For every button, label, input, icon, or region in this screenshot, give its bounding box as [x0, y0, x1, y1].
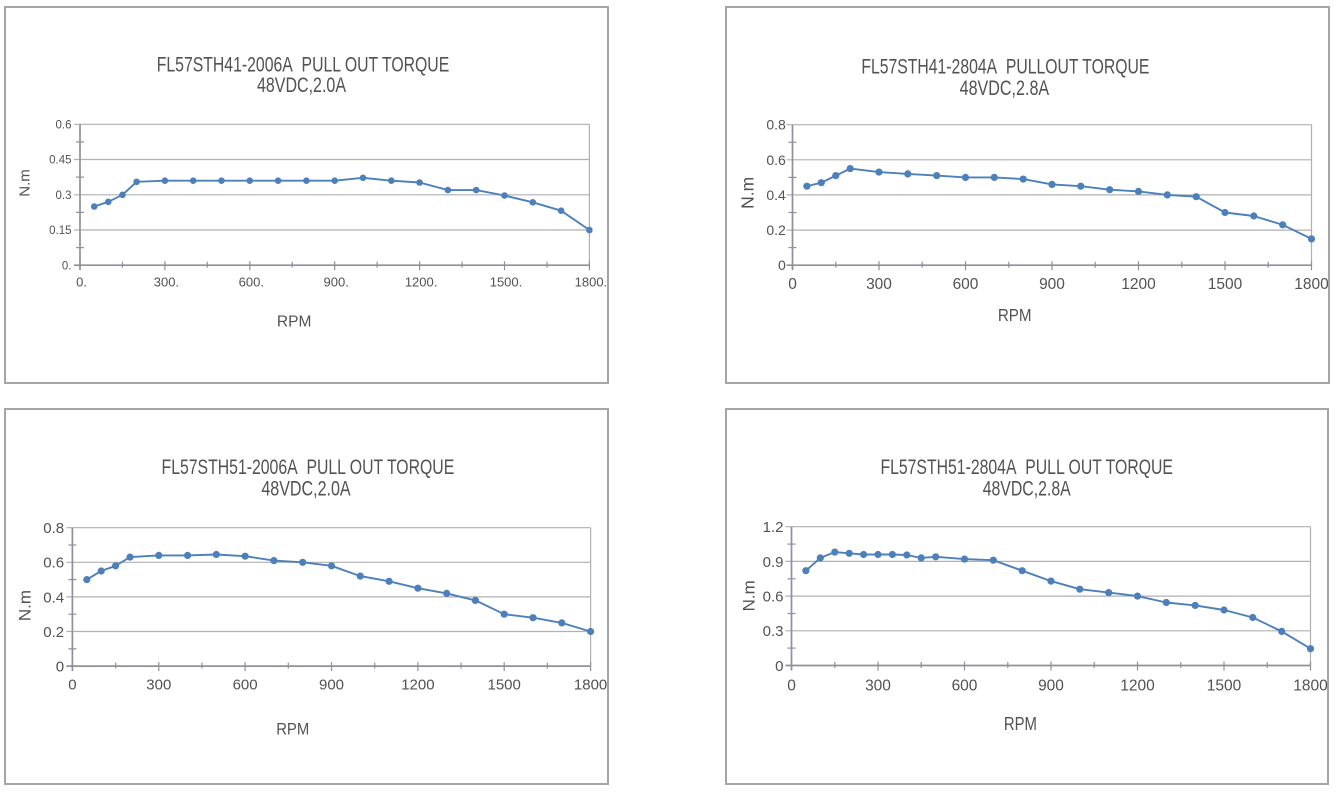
svg-text:1200.: 1200.: [405, 275, 438, 290]
svg-text:RPM: RPM: [276, 720, 309, 739]
svg-text:0.2: 0.2: [766, 222, 786, 238]
svg-text:48VDC,2.8A: 48VDC,2.8A: [960, 77, 1050, 100]
svg-text:0.8: 0.8: [766, 117, 786, 133]
svg-text:0.6: 0.6: [43, 555, 64, 572]
svg-text:0.6: 0.6: [56, 119, 72, 131]
svg-text:0.4: 0.4: [43, 589, 64, 606]
svg-text:0.45: 0.45: [49, 155, 71, 167]
svg-text:RPM: RPM: [1004, 714, 1037, 734]
svg-text:1800: 1800: [1293, 678, 1328, 695]
svg-text:0: 0: [68, 677, 76, 694]
svg-text:1500.: 1500.: [490, 275, 523, 290]
svg-text:900: 900: [319, 677, 344, 694]
svg-text:0.2: 0.2: [43, 624, 64, 641]
svg-text:FL57STH51-2804A PULL OUT TORQ: FL57STH51-2804A PULL OUT TORQUE: [880, 456, 1173, 479]
svg-text:0.15: 0.15: [49, 225, 71, 237]
svg-text:0.3: 0.3: [56, 190, 72, 202]
svg-text:FL57STH51-2006A PULL OUT TORQ: FL57STH51-2006A PULL OUT TORQUE: [162, 456, 455, 479]
svg-text:0.6: 0.6: [766, 152, 786, 168]
svg-text:FL57STH41-2804A PULLOUT TORQU: FL57STH41-2804A PULLOUT TORQUE: [861, 55, 1149, 78]
svg-text:1.2: 1.2: [763, 519, 784, 536]
svg-text:0: 0: [775, 658, 783, 675]
svg-text:0.: 0.: [76, 275, 87, 290]
svg-text:1500: 1500: [488, 677, 521, 694]
svg-text:48VDC,2.0A: 48VDC,2.0A: [257, 74, 346, 97]
svg-text:600: 600: [233, 677, 258, 694]
svg-text:0.3: 0.3: [763, 623, 784, 640]
svg-text:0.9: 0.9: [763, 554, 784, 571]
svg-text:0: 0: [56, 659, 64, 676]
svg-text:300.: 300.: [154, 275, 179, 290]
svg-text:900: 900: [1038, 678, 1064, 695]
svg-text:48VDC,2.8A: 48VDC,2.8A: [983, 477, 1071, 500]
svg-text:N.m: N.m: [740, 580, 759, 611]
svg-text:1200: 1200: [1120, 678, 1155, 695]
svg-text:300: 300: [865, 678, 891, 695]
svg-text:0.4: 0.4: [766, 187, 786, 203]
svg-text:1500: 1500: [1207, 678, 1242, 695]
svg-text:1800.: 1800.: [575, 275, 608, 290]
svg-text:900: 900: [1039, 276, 1065, 293]
svg-text:1800: 1800: [1294, 276, 1329, 293]
svg-text:600: 600: [952, 678, 978, 695]
svg-text:300: 300: [146, 677, 171, 694]
svg-text:1800: 1800: [574, 677, 607, 694]
svg-text:1200: 1200: [1121, 276, 1156, 293]
svg-text:0: 0: [788, 276, 797, 293]
svg-text:0: 0: [787, 678, 796, 695]
svg-text:48VDC,2.0A: 48VDC,2.0A: [261, 477, 350, 500]
svg-text:600: 600: [953, 276, 979, 293]
svg-text:1200: 1200: [401, 677, 434, 694]
svg-text:N.m: N.m: [16, 169, 33, 197]
svg-text:0.: 0.: [62, 260, 72, 272]
svg-text:0.8: 0.8: [43, 520, 64, 537]
svg-text:600.: 600.: [239, 275, 264, 290]
svg-text:N.m: N.m: [16, 590, 35, 621]
svg-text:0: 0: [778, 257, 786, 273]
svg-text:RPM: RPM: [277, 313, 312, 330]
svg-text:900.: 900.: [324, 275, 349, 290]
svg-text:0.6: 0.6: [763, 589, 784, 606]
svg-text:RPM: RPM: [998, 305, 1032, 325]
svg-text:FL57STH41-2006A PULL OUT TORQ: FL57STH41-2006A PULL OUT TORQUE: [157, 53, 450, 76]
svg-text:N.m: N.m: [737, 177, 757, 209]
svg-text:300: 300: [866, 276, 892, 293]
svg-text:1500: 1500: [1208, 276, 1243, 293]
